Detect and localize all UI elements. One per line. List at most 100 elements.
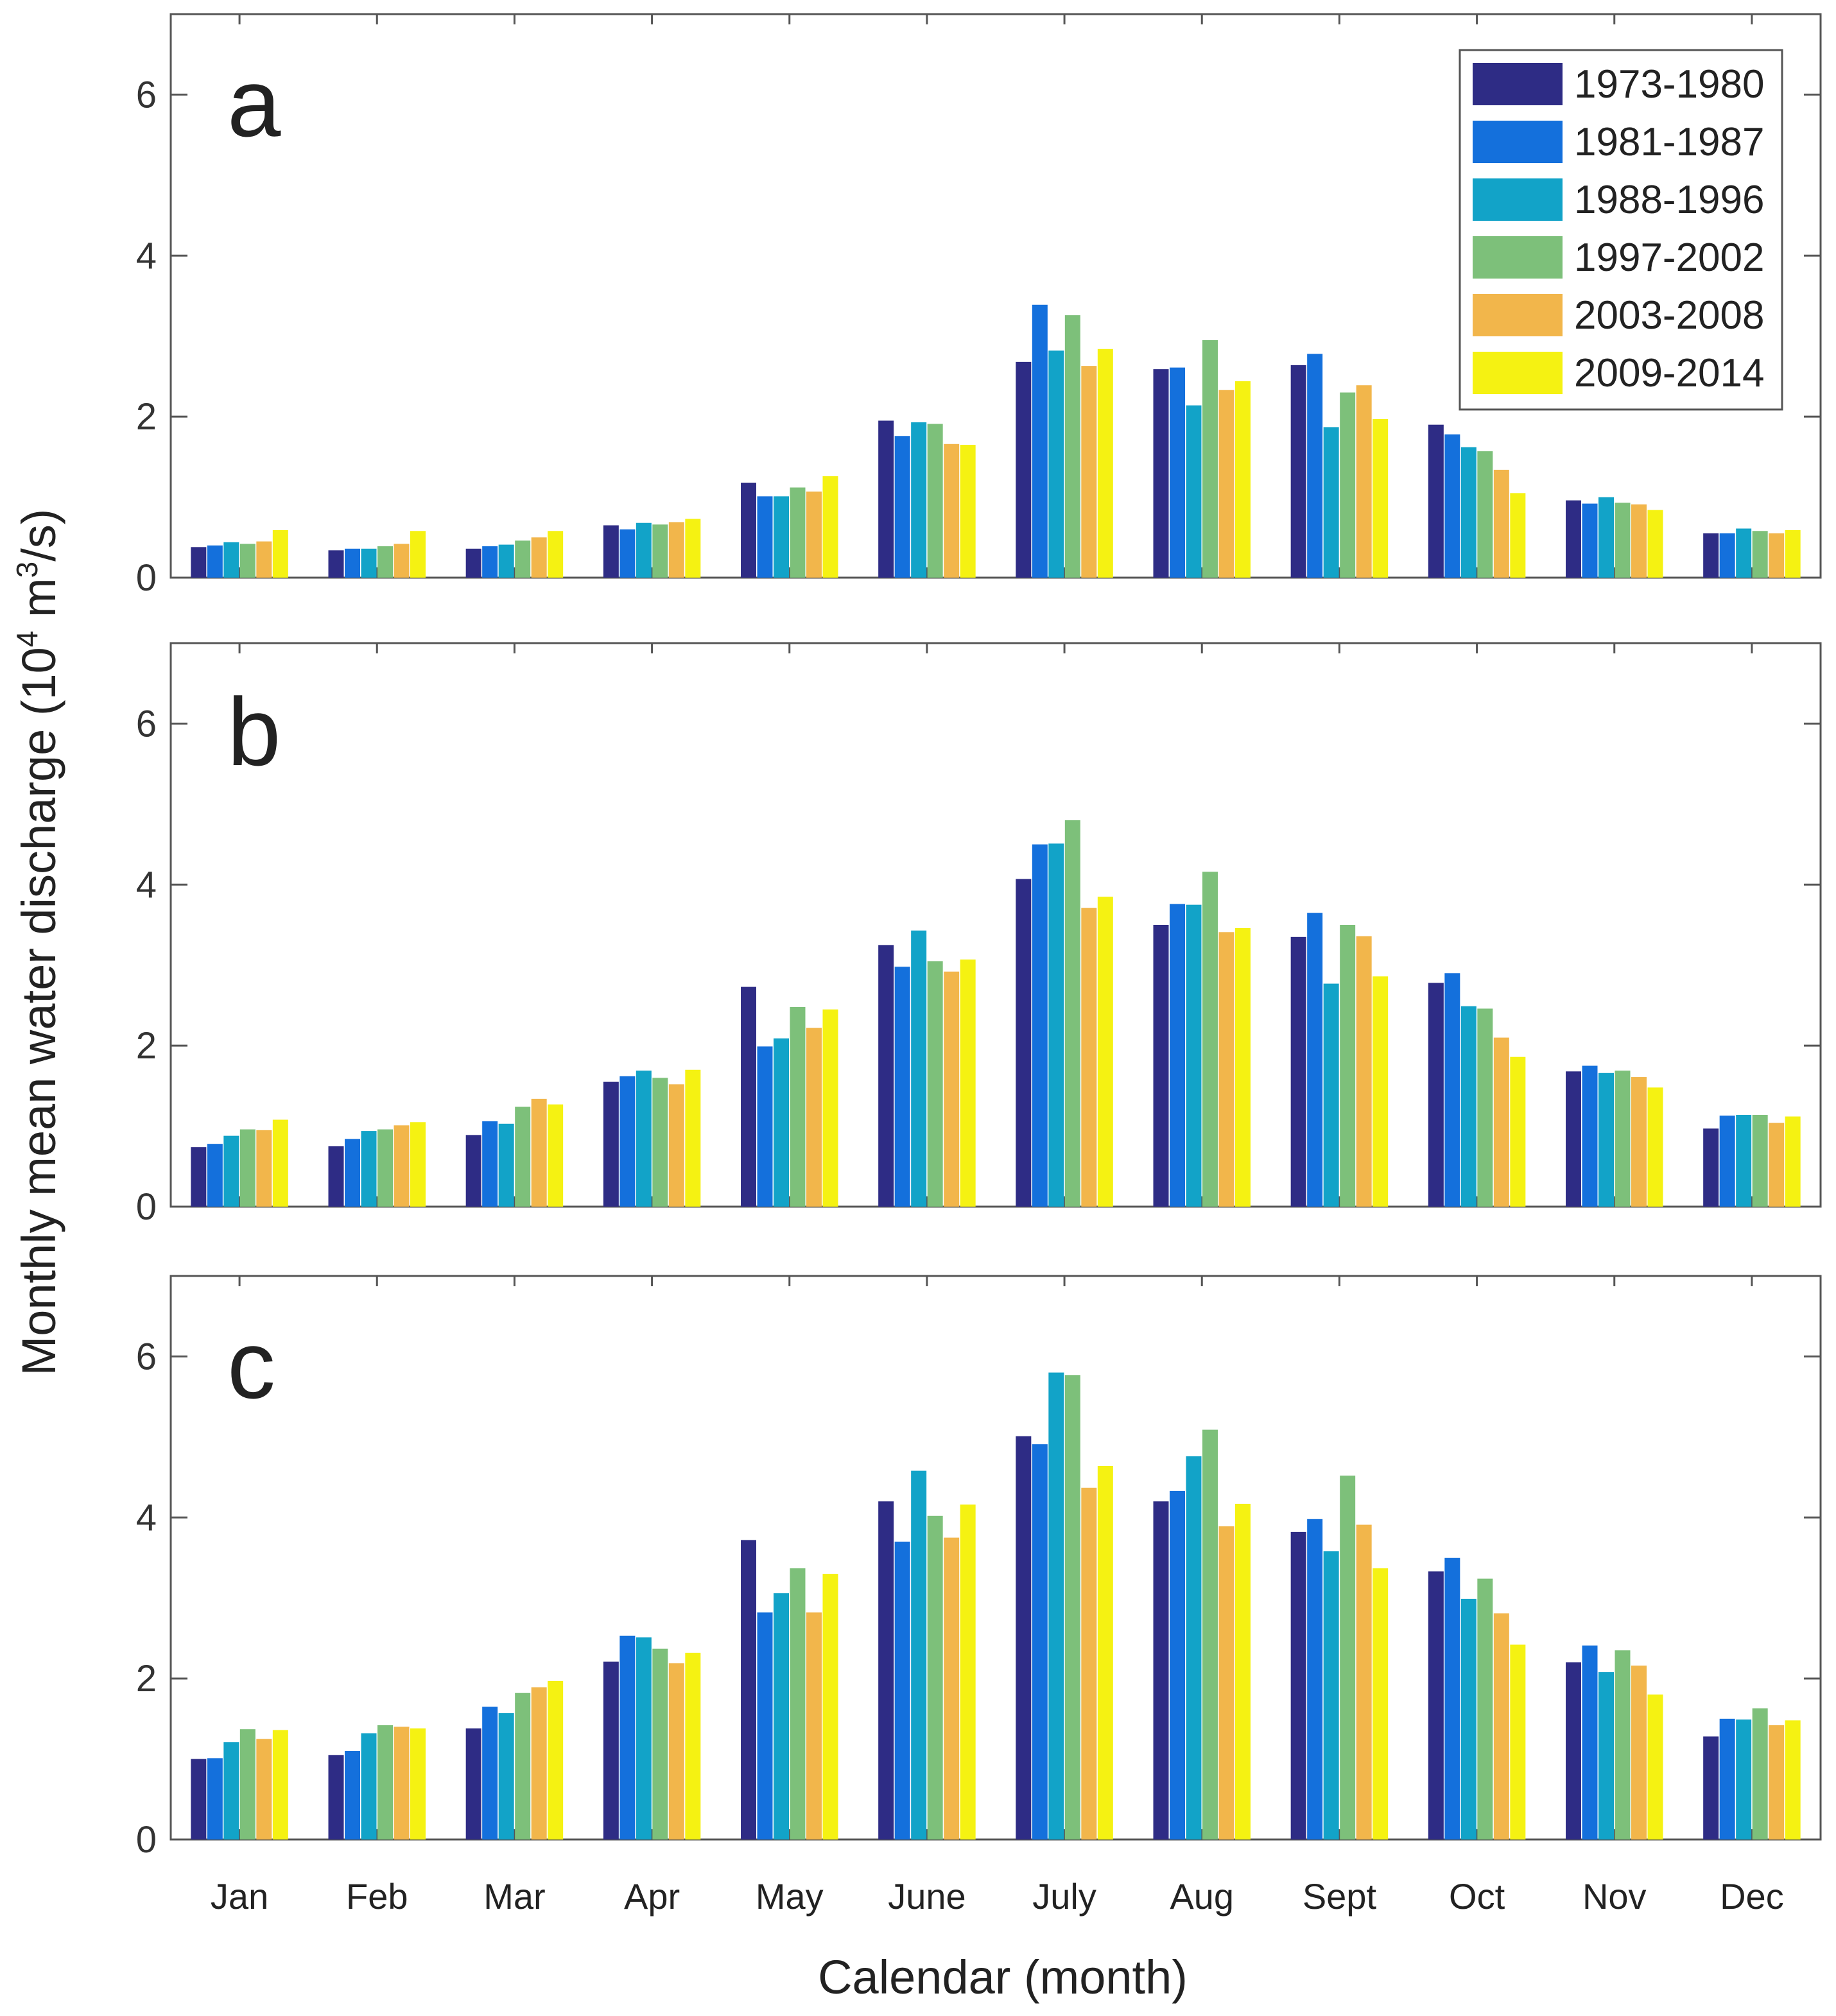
bar-a-Dec-2003-2008 bbox=[1769, 533, 1785, 578]
bar-b-Feb-1997-2002 bbox=[377, 1129, 393, 1207]
bar-c-Aug-1973-1980 bbox=[1153, 1501, 1169, 1839]
bar-b-Aug-2009-2014 bbox=[1235, 928, 1251, 1207]
y-axis-title-sup1: 4 bbox=[10, 631, 44, 648]
month-label-Feb: Feb bbox=[346, 1876, 408, 1917]
bar-b-Oct-2009-2014 bbox=[1510, 1056, 1526, 1207]
bar-b-Apr-1973-1980 bbox=[603, 1081, 619, 1207]
bar-c-Mar-1973-1980 bbox=[465, 1728, 481, 1839]
bar-b-Dec-2003-2008 bbox=[1769, 1123, 1785, 1207]
legend-swatch-2003-2008 bbox=[1473, 294, 1563, 336]
bar-b-Mar-1973-1980 bbox=[465, 1135, 481, 1207]
bar-a-Feb-1981-1987 bbox=[345, 548, 360, 578]
legend-swatch-1973-1980 bbox=[1473, 63, 1563, 105]
bar-c-Feb-1997-2002 bbox=[377, 1725, 393, 1839]
bar-a-May-1981-1987 bbox=[757, 496, 773, 578]
bar-c-Aug-2003-2008 bbox=[1218, 1526, 1234, 1839]
panel-c: 0 2 4 6 c bbox=[136, 1275, 1822, 1861]
bar-b-Sept-1973-1980 bbox=[1290, 936, 1306, 1207]
bar-b-July-1988-1996 bbox=[1048, 843, 1064, 1207]
bar-c-Apr-1973-1980 bbox=[603, 1661, 619, 1839]
bar-b-Dec-1997-2002 bbox=[1752, 1115, 1768, 1207]
bar-a-June-1997-2002 bbox=[927, 424, 943, 578]
bar-a-Sept-1973-1980 bbox=[1290, 365, 1306, 578]
legend-swatch-1988-1996 bbox=[1473, 178, 1563, 221]
bar-c-Apr-1988-1996 bbox=[636, 1637, 652, 1839]
bar-b-Dec-1988-1996 bbox=[1736, 1115, 1752, 1207]
bar-c-Mar-2003-2008 bbox=[531, 1687, 547, 1839]
bar-c-Mar-1988-1996 bbox=[498, 1713, 514, 1839]
bar-c-July-1981-1987 bbox=[1032, 1444, 1048, 1839]
bar-a-Sept-2003-2008 bbox=[1356, 385, 1372, 578]
bar-b-June-2009-2014 bbox=[960, 959, 976, 1207]
bar-a-Oct-2009-2014 bbox=[1510, 493, 1526, 578]
y-tick-label: 0 bbox=[136, 1819, 157, 1861]
bar-a-Aug-2003-2008 bbox=[1218, 390, 1234, 578]
y-axis-title: Monthly mean water discharge (104 m3/s) bbox=[10, 509, 65, 1376]
bar-b-Nov-1981-1987 bbox=[1582, 1065, 1598, 1207]
bar-a-Feb-1973-1980 bbox=[328, 550, 344, 578]
bar-c-Nov-1981-1987 bbox=[1582, 1645, 1598, 1839]
bar-b-Mar-1988-1996 bbox=[498, 1123, 514, 1207]
bar-a-Jan-1981-1987 bbox=[207, 545, 223, 578]
bar-b-May-1981-1987 bbox=[757, 1046, 773, 1207]
legend-swatch-1997-2002 bbox=[1473, 236, 1563, 279]
panel-frame bbox=[169, 642, 1822, 1208]
bar-c-June-1997-2002 bbox=[927, 1515, 943, 1839]
month-label-May: May bbox=[756, 1876, 824, 1917]
bar-c-Dec-2009-2014 bbox=[1785, 1720, 1801, 1839]
x-axis-title: Calendar (month) bbox=[818, 1951, 1188, 2004]
bar-a-May-1988-1996 bbox=[774, 496, 789, 578]
bar-b-Feb-2003-2008 bbox=[394, 1125, 410, 1207]
bar-a-June-2009-2014 bbox=[960, 445, 976, 578]
bar-a-Aug-1981-1987 bbox=[1170, 367, 1185, 578]
y-tick-label: 2 bbox=[136, 1658, 157, 1700]
bar-a-Aug-1973-1980 bbox=[1153, 369, 1169, 578]
bar-a-Feb-2003-2008 bbox=[394, 544, 410, 578]
bar-c-June-2003-2008 bbox=[944, 1537, 960, 1839]
bar-b-Nov-1988-1996 bbox=[1598, 1073, 1614, 1207]
bar-c-Feb-2003-2008 bbox=[394, 1727, 410, 1839]
bar-a-Apr-2003-2008 bbox=[668, 522, 684, 578]
bar-c-July-1988-1996 bbox=[1048, 1372, 1064, 1839]
bar-b-Nov-2009-2014 bbox=[1647, 1087, 1663, 1207]
bar-c-Nov-2003-2008 bbox=[1631, 1666, 1647, 1839]
bar-a-June-1973-1980 bbox=[878, 420, 894, 578]
bar-b-Jan-1981-1987 bbox=[207, 1144, 223, 1207]
y-axis-title-suffix: /s) bbox=[12, 509, 65, 562]
bar-c-Oct-2003-2008 bbox=[1493, 1613, 1509, 1839]
legend-label-1973-1980: 1973-1980 bbox=[1574, 62, 1765, 107]
bar-a-Nov-1981-1987 bbox=[1582, 503, 1598, 578]
month-label-Apr: Apr bbox=[624, 1876, 680, 1917]
bar-c-Feb-1988-1996 bbox=[361, 1733, 377, 1839]
bar-c-Oct-1997-2002 bbox=[1477, 1578, 1493, 1839]
bar-a-Sept-1997-2002 bbox=[1340, 392, 1356, 578]
bar-b-Mar-1981-1987 bbox=[482, 1121, 498, 1207]
bar-a-Mar-1973-1980 bbox=[465, 548, 481, 578]
legend-label-1997-2002: 1997-2002 bbox=[1574, 236, 1765, 280]
bar-c-Jan-1981-1987 bbox=[207, 1758, 223, 1839]
bar-c-Dec-2003-2008 bbox=[1769, 1725, 1785, 1839]
bar-a-Apr-1981-1987 bbox=[619, 529, 636, 578]
panel-b: 0 2 4 6 b bbox=[136, 642, 1822, 1228]
bar-c-May-1973-1980 bbox=[741, 1540, 756, 1839]
bar-c-Sept-2009-2014 bbox=[1373, 1568, 1389, 1839]
bar-c-June-2009-2014 bbox=[960, 1504, 976, 1839]
bar-c-Mar-1997-2002 bbox=[515, 1693, 531, 1839]
bar-c-Sept-1988-1996 bbox=[1323, 1551, 1339, 1839]
bar-a-Apr-1988-1996 bbox=[636, 522, 652, 578]
bar-b-Sept-1988-1996 bbox=[1323, 983, 1339, 1207]
legend-label-2009-2014: 2009-2014 bbox=[1574, 351, 1765, 395]
bar-b-Aug-1981-1987 bbox=[1170, 904, 1185, 1207]
bar-b-July-2009-2014 bbox=[1097, 897, 1113, 1207]
bar-b-Apr-2009-2014 bbox=[685, 1069, 701, 1207]
bar-c-June-1973-1980 bbox=[878, 1501, 894, 1839]
bar-b-June-1973-1980 bbox=[878, 945, 894, 1207]
panel-letter: c bbox=[227, 1311, 275, 1418]
bar-b-Aug-1973-1980 bbox=[1153, 925, 1169, 1207]
bar-b-Oct-2003-2008 bbox=[1493, 1037, 1509, 1207]
bar-b-Aug-2003-2008 bbox=[1218, 932, 1234, 1207]
bar-c-Aug-1997-2002 bbox=[1202, 1429, 1218, 1839]
bar-c-Mar-2009-2014 bbox=[548, 1680, 564, 1839]
bar-a-May-2003-2008 bbox=[806, 491, 822, 578]
legend-label-2003-2008: 2003-2008 bbox=[1574, 293, 1765, 338]
